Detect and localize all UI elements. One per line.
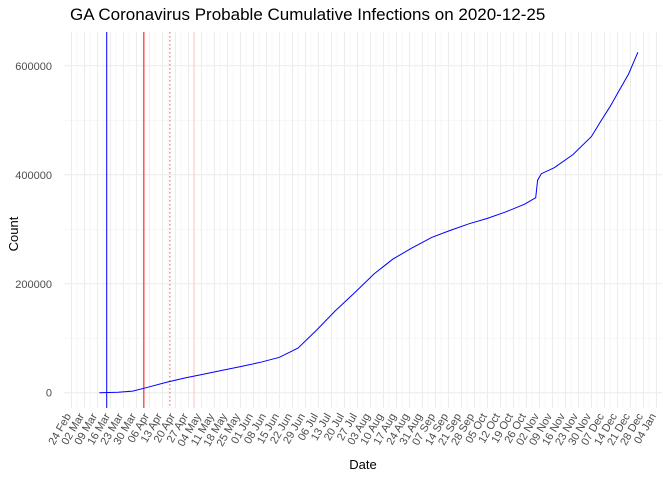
reference-lines — [106, 32, 195, 408]
y-tick-labels: 0 200000 400000 600000 — [15, 61, 52, 400]
series-layer — [99, 52, 639, 394]
chart-title: GA Coronavirus Probable Cumulative Infec… — [70, 5, 545, 24]
y-tick-label: 600000 — [15, 61, 52, 73]
series-line — [99, 52, 639, 394]
grid — [64, 32, 662, 408]
y-tick-label: 0 — [46, 388, 52, 400]
y-tick-label: 400000 — [15, 170, 52, 182]
y-axis-title: Count — [6, 216, 21, 251]
y-tick-label: 200000 — [15, 279, 52, 291]
x-axis-title: Date — [349, 457, 376, 472]
